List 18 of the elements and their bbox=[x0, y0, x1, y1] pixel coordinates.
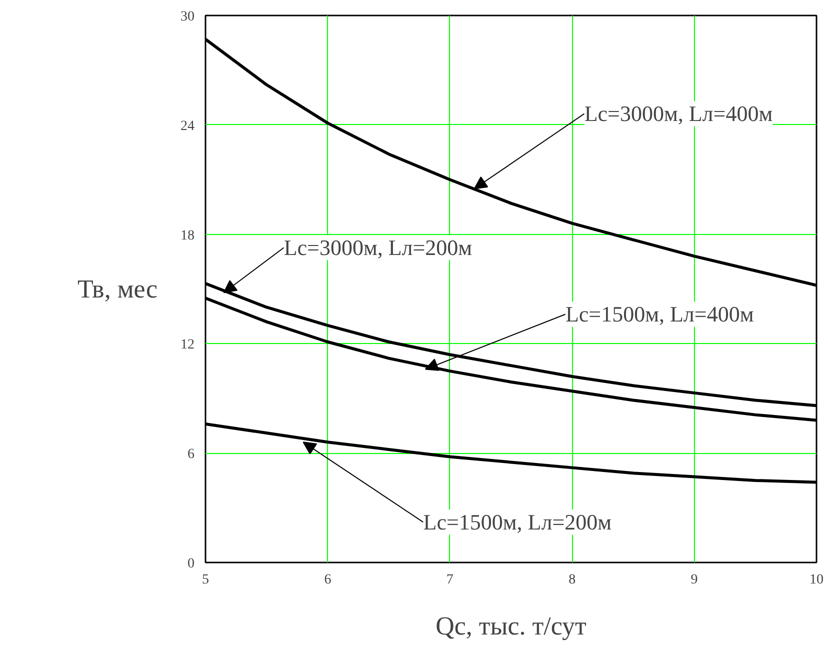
x-tick-label: 6 bbox=[324, 572, 332, 588]
annotation: Lc=3000м, Lл=400м bbox=[584, 101, 773, 126]
x-tick-label: 10 bbox=[810, 572, 824, 588]
y-tick-label: 30 bbox=[180, 10, 194, 24]
y-tick-label: 18 bbox=[180, 228, 194, 244]
x-tick-label: 8 bbox=[568, 572, 576, 588]
x-axis-title: Qc, тыс. т/сут bbox=[436, 612, 586, 640]
annotation: Lc=1500м, Lл=200м bbox=[423, 510, 612, 535]
x-tick-label: 9 bbox=[690, 572, 698, 588]
y-tick-label: 24 bbox=[180, 118, 194, 134]
x-tick-label: 7 bbox=[446, 572, 454, 588]
y-tick-label: 0 bbox=[188, 556, 194, 572]
y-tick-label: 12 bbox=[180, 338, 194, 353]
annotation: Lc=3000м, Lл=200м bbox=[284, 235, 472, 260]
x-tick-label: 5 bbox=[202, 572, 209, 588]
y-axis-title: Тв, мес bbox=[77, 274, 158, 304]
annotation: Lc=1500м, Lл=400м bbox=[565, 302, 754, 327]
y-tick-label: 6 bbox=[188, 447, 194, 462]
